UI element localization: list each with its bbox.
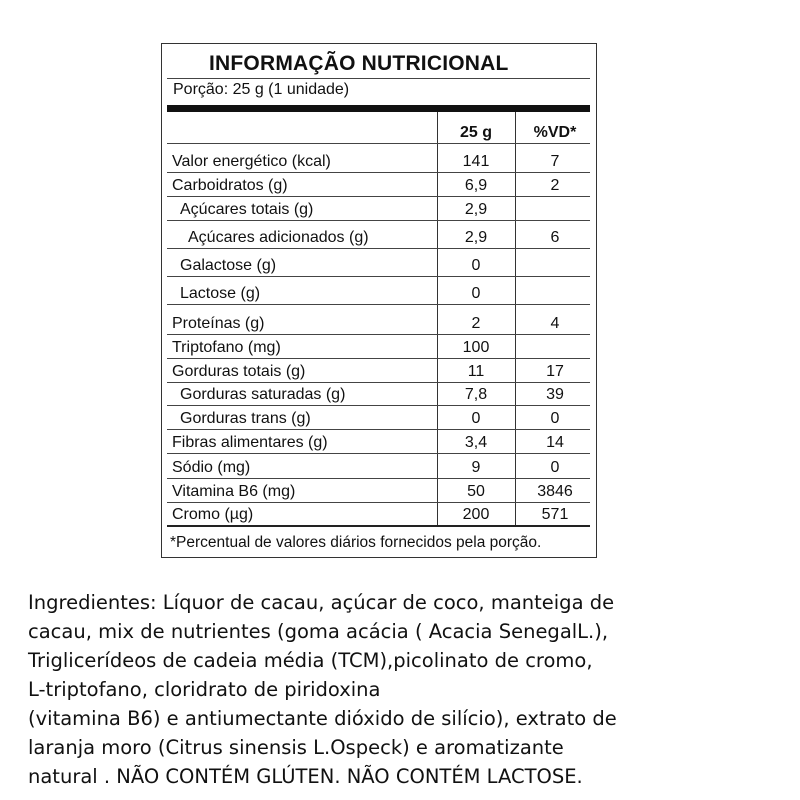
column-divider <box>515 112 516 526</box>
thick-divider <box>167 105 590 112</box>
nutrient-daily-value: 7 <box>550 153 560 170</box>
ingredients-line: natural . NÃO CONTÉM GLÚTEN. NÃO CONTÉM … <box>28 765 583 788</box>
nutrient-value: 11 <box>467 363 485 380</box>
ingredients-text: Ingredientes: Líquor de cacau, açúcar de… <box>28 588 617 791</box>
nutrient-name: Triptofano (mg) <box>172 339 281 356</box>
nutrient-name: Açúcares totais (g) <box>180 201 314 218</box>
nutrient-name: Cromo (µg) <box>172 506 254 523</box>
nutrient-name: Gorduras totais (g) <box>172 363 306 380</box>
nutrient-name: Lactose (g) <box>180 285 261 302</box>
nutrient-name: Carboidratos (g) <box>172 177 288 194</box>
column-divider <box>437 112 438 526</box>
table-row: Galactose (g) 0 <box>167 249 590 277</box>
nutrient-value: 100 <box>462 339 490 356</box>
nutrient-value: 200 <box>462 506 490 523</box>
nutrient-value: 3,4 <box>464 434 488 451</box>
ingredients-line: Triglicerídeos de cadeia média (TCM),pic… <box>28 649 593 672</box>
table-row: Carboidratos (g) 6,9 2 <box>167 173 590 197</box>
ingredients-line: L-triptofano, cloridrato de piridoxina <box>28 678 381 701</box>
nutrient-daily-value: 6 <box>550 229 560 246</box>
table-row: Triptofano (mg) 100 <box>167 335 590 359</box>
nutrient-name: Gorduras saturadas (g) <box>180 386 346 403</box>
nutrient-daily-value: 39 <box>546 386 564 403</box>
nutrient-daily-value: 0 <box>550 459 560 476</box>
nutrient-value: 141 <box>462 153 490 170</box>
nutrient-name: Fibras alimentares (g) <box>172 434 328 451</box>
ingredients-line: cacau, mix de nutrientes (goma acácia ( … <box>28 620 609 643</box>
nutrition-facts-table: INFORMAÇÃO NUTRICIONAL Porção: 25 g (1 u… <box>161 43 597 558</box>
nutrient-value: 2,9 <box>464 229 488 246</box>
nutrient-value: 9 <box>471 459 481 476</box>
ingredients-line: (vitamina B6) e antiumectante dióxido de… <box>28 707 617 730</box>
table-row: Açúcares adicionados (g) 2,9 6 <box>167 221 590 249</box>
nutrient-name: Vitamina B6 (mg) <box>172 483 296 500</box>
header-portion: 25 g <box>459 124 492 141</box>
nutrient-name: Proteínas (g) <box>172 315 265 332</box>
nutrient-value: 7,8 <box>464 386 488 403</box>
nutrient-name: Gorduras trans (g) <box>180 410 311 427</box>
ingredients-line: Ingredientes: Líquor de cacau, açúcar de… <box>28 591 615 614</box>
portion-size: Porção: 25 g (1 unidade) <box>173 81 350 98</box>
footnote: *Percentual de valores diários fornecido… <box>170 534 542 551</box>
nutrient-value: 50 <box>467 483 485 500</box>
nutrient-name: Valor energético (kcal) <box>172 153 331 170</box>
nutrient-daily-value: 571 <box>541 506 569 523</box>
nutrient-name: Açúcares adicionados (g) <box>188 229 369 246</box>
table-title: INFORMAÇÃO NUTRICIONAL <box>209 52 509 75</box>
bottom-divider <box>167 525 590 527</box>
nutrient-value: 2,9 <box>464 201 488 218</box>
table-row: Fibras alimentares (g) 3,4 14 <box>167 430 590 454</box>
table-row: Gorduras saturadas (g) 7,8 39 <box>167 383 590 406</box>
nutrient-daily-value: 3846 <box>537 483 573 500</box>
nutrient-name: Sódio (mg) <box>172 459 251 476</box>
divider <box>167 78 590 79</box>
table-row: Sódio (mg) 9 0 <box>167 454 590 479</box>
nutrient-value: 0 <box>471 410 481 427</box>
nutrient-value: 2 <box>471 315 481 332</box>
nutrient-name: Galactose (g) <box>180 257 277 274</box>
nutrient-daily-value: 17 <box>546 363 564 380</box>
ingredients-line: laranja moro (Citrus sinensis L.Ospeck) … <box>28 736 564 759</box>
table-row: Lactose (g) 0 <box>167 277 590 305</box>
nutrient-daily-value: 4 <box>550 315 560 332</box>
table-row: Gorduras trans (g) 0 0 <box>167 406 590 430</box>
table-row: Cromo (µg) 200 571 <box>167 503 590 526</box>
header-row: 25 g %VD* <box>167 112 590 144</box>
header-daily-value: %VD* <box>533 124 577 141</box>
nutrient-daily-value: 14 <box>546 434 564 451</box>
nutrient-value: 0 <box>471 285 481 302</box>
table-row: Valor energético (kcal) 141 7 <box>167 144 590 173</box>
nutrient-daily-value: 0 <box>550 410 560 427</box>
table-row: Açúcares totais (g) 2,9 <box>167 197 590 221</box>
nutrient-value: 0 <box>471 257 481 274</box>
table-row: Proteínas (g) 2 4 <box>167 305 590 335</box>
nutrient-daily-value: 2 <box>550 177 560 194</box>
table-row: Vitamina B6 (mg) 50 3846 <box>167 479 590 503</box>
table-row: Gorduras totais (g) 11 17 <box>167 359 590 383</box>
nutrient-value: 6,9 <box>464 177 488 194</box>
